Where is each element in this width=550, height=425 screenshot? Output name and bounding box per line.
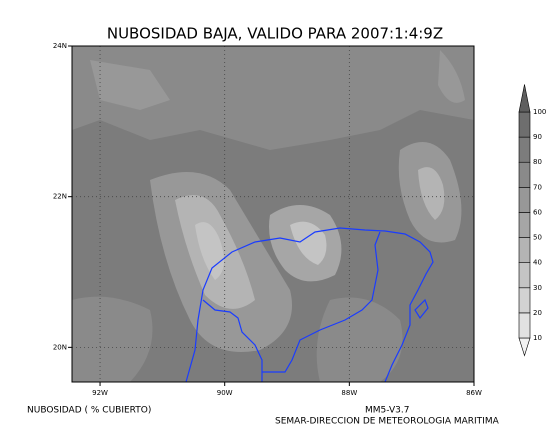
colorbar: 10 20 30 40 50 60 70 80 90 100 bbox=[518, 84, 546, 357]
colorbar-label: 70 bbox=[533, 183, 542, 191]
map-frame bbox=[71, 45, 475, 383]
lon-tick-label: 86W bbox=[466, 389, 482, 397]
colorbar-bin bbox=[518, 187, 531, 213]
colorbar-bin bbox=[518, 262, 531, 289]
cloud-field bbox=[72, 46, 474, 382]
colorbar-bin bbox=[518, 136, 531, 163]
colorbar-label: 40 bbox=[533, 259, 542, 267]
colorbar-label: 60 bbox=[533, 208, 542, 216]
colorbar-bin bbox=[518, 212, 531, 238]
colorbar-label: 100 bbox=[533, 108, 546, 116]
footer-source: SEMAR-DIRECCION DE METEOROLOGIA MARITIMA bbox=[275, 417, 500, 425]
lat-tick-label: 24N bbox=[53, 42, 67, 50]
colorbar-high-cap bbox=[518, 84, 531, 113]
lon-tick-label: 92W bbox=[92, 389, 108, 397]
colorbar-bin bbox=[518, 287, 531, 314]
colorbar-bin bbox=[518, 312, 531, 339]
map-title: NUBOSIDAD BAJA, VALIDO PARA 2007:1:4:9Z bbox=[107, 25, 443, 43]
colorbar-label: 50 bbox=[533, 234, 542, 242]
lat-tick-label: 22N bbox=[53, 193, 67, 201]
lat-tick-label: 20N bbox=[53, 343, 67, 351]
lon-tick-label: 90W bbox=[217, 389, 233, 397]
colorbar-label: 80 bbox=[533, 158, 542, 166]
coastline bbox=[185, 227, 434, 382]
footer-variable: NUBOSIDAD ( % CUBIERTO) bbox=[27, 406, 151, 416]
colorbar-label: 10 bbox=[533, 334, 542, 342]
colorbar-bin bbox=[518, 161, 531, 188]
colorbar-low-cap bbox=[518, 337, 531, 357]
colorbar-label: 20 bbox=[533, 309, 542, 317]
colorbar-bin bbox=[518, 111, 531, 138]
colorbar-label: 90 bbox=[533, 133, 542, 141]
colorbar-label: 30 bbox=[533, 284, 542, 292]
lon-tick-label: 88W bbox=[341, 389, 357, 397]
footer-model: MM5-V3.7 bbox=[365, 406, 409, 416]
colorbar-bin bbox=[518, 237, 531, 263]
